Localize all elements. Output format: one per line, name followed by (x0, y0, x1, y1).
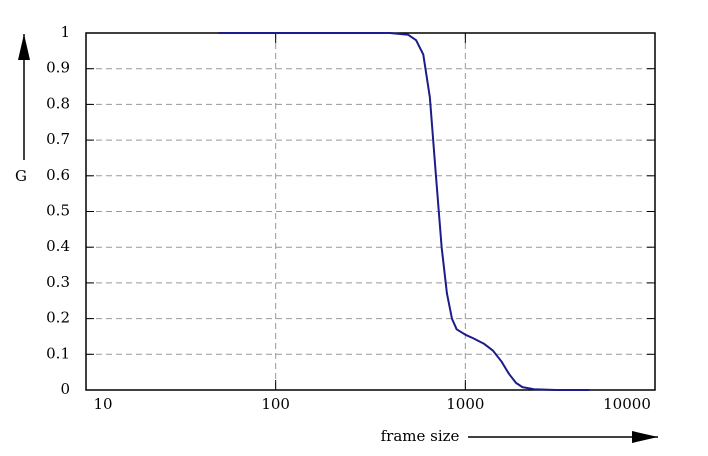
y-tick-label: 0.6 (46, 166, 70, 184)
x-tick-label: 10000 (603, 395, 651, 413)
line (218, 32, 590, 391)
x-tick-label: 1000 (446, 395, 484, 413)
y-tick-label: 1 (60, 23, 70, 41)
y-tick-label: 0.5 (46, 202, 70, 220)
x-tick-label: 10 (93, 395, 112, 413)
x-axis-label: frame size (381, 427, 460, 445)
y-tick-label: 0.8 (46, 94, 70, 112)
y-tick-label: 0 (60, 380, 70, 398)
y-axis-label: G (15, 167, 27, 185)
y-tick-label: 0.9 (46, 59, 70, 77)
x-tick-label: 100 (261, 395, 290, 413)
y-tick-label: 0.2 (46, 309, 70, 327)
y-tick-label: 0.3 (46, 273, 70, 291)
y-tick-label: 0.4 (46, 237, 70, 255)
y-tick-label: 0.7 (46, 130, 70, 148)
y-tick-label: 0.1 (46, 344, 70, 362)
